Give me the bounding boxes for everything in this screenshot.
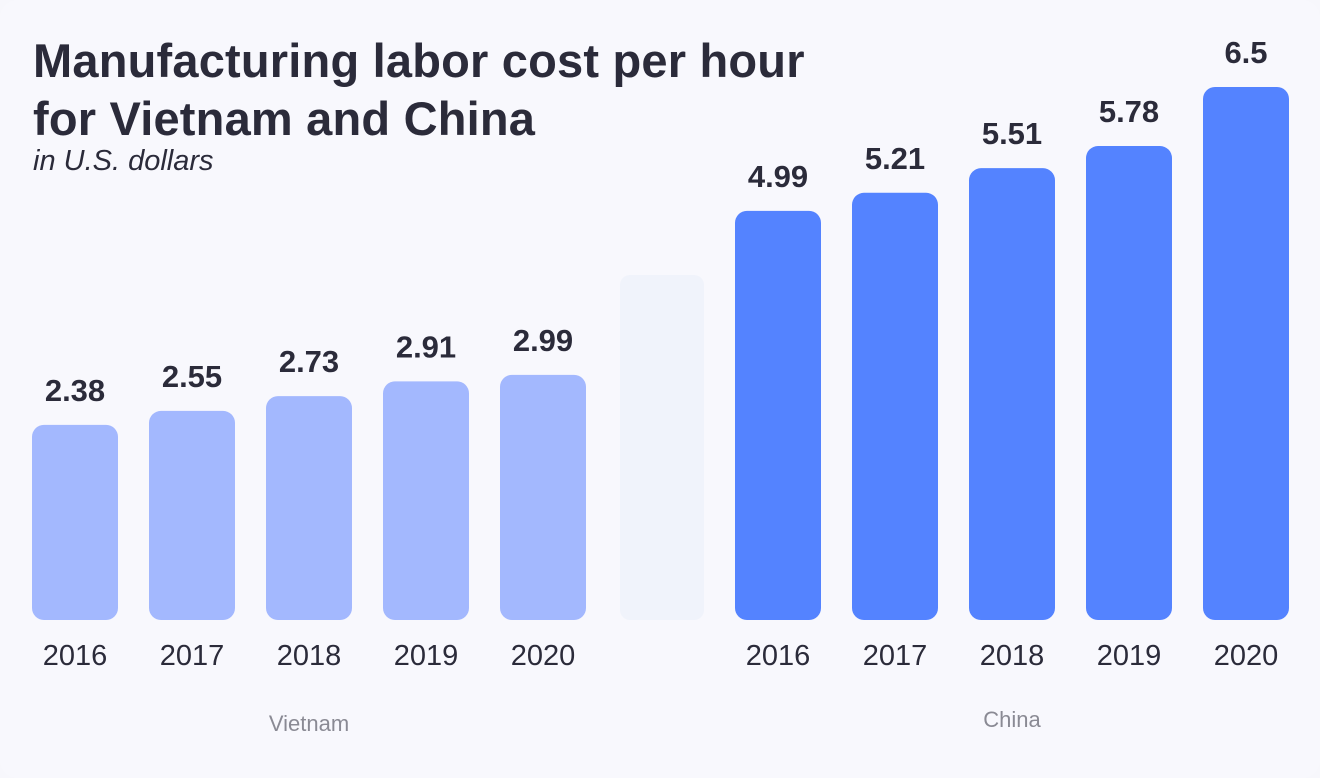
x-tick-vietnam-2016: 2016 bbox=[43, 640, 108, 672]
x-tick-vietnam-2020: 2020 bbox=[511, 640, 576, 672]
x-tick-vietnam-2017: 2017 bbox=[160, 640, 225, 672]
bar-china-2020 bbox=[1203, 87, 1289, 620]
value-label-vietnam-2019: 2.91 bbox=[396, 329, 456, 364]
bar-china-2019 bbox=[1086, 146, 1172, 621]
x-tick-china-2016: 2016 bbox=[746, 640, 811, 672]
chart-subtitle: in U.S. dollars bbox=[33, 145, 214, 177]
bar-vietnam-2017 bbox=[149, 410, 235, 620]
x-tick-vietnam-2019: 2019 bbox=[394, 640, 459, 672]
chart-title: Manufacturing labor cost per hour for Vi… bbox=[33, 34, 805, 145]
group-divider bbox=[620, 275, 704, 620]
x-tick-china-2017: 2017 bbox=[863, 640, 928, 672]
value-label-vietnam-2018: 2.73 bbox=[279, 344, 339, 379]
value-label-vietnam-2016: 2.38 bbox=[45, 373, 105, 408]
bar-vietnam-2016 bbox=[32, 424, 118, 620]
bar-china-2017 bbox=[852, 192, 938, 620]
value-label-vietnam-2017: 2.55 bbox=[162, 359, 222, 394]
bar-vietnam-2020 bbox=[500, 374, 586, 620]
bar-vietnam-2018 bbox=[266, 396, 352, 620]
group-label-vietnam: Vietnam bbox=[269, 711, 349, 736]
value-label-china-2019: 5.78 bbox=[1099, 94, 1159, 129]
x-tick-china-2019: 2019 bbox=[1097, 640, 1162, 672]
value-label-china-2018: 5.51 bbox=[982, 116, 1042, 151]
value-label-china-2017: 5.21 bbox=[865, 141, 925, 176]
bar-china-2016 bbox=[735, 210, 821, 620]
x-tick-china-2020: 2020 bbox=[1214, 640, 1279, 672]
group-label-china: China bbox=[983, 707, 1041, 732]
x-tick-vietnam-2018: 2018 bbox=[277, 640, 342, 672]
value-label-china-2016: 4.99 bbox=[748, 159, 808, 194]
value-label-vietnam-2020: 2.99 bbox=[513, 323, 573, 358]
value-label-china-2020: 6.5 bbox=[1224, 35, 1267, 70]
bar-china-2018 bbox=[969, 168, 1055, 620]
x-tick-china-2018: 2018 bbox=[980, 640, 1045, 672]
bar-vietnam-2019 bbox=[383, 381, 469, 620]
